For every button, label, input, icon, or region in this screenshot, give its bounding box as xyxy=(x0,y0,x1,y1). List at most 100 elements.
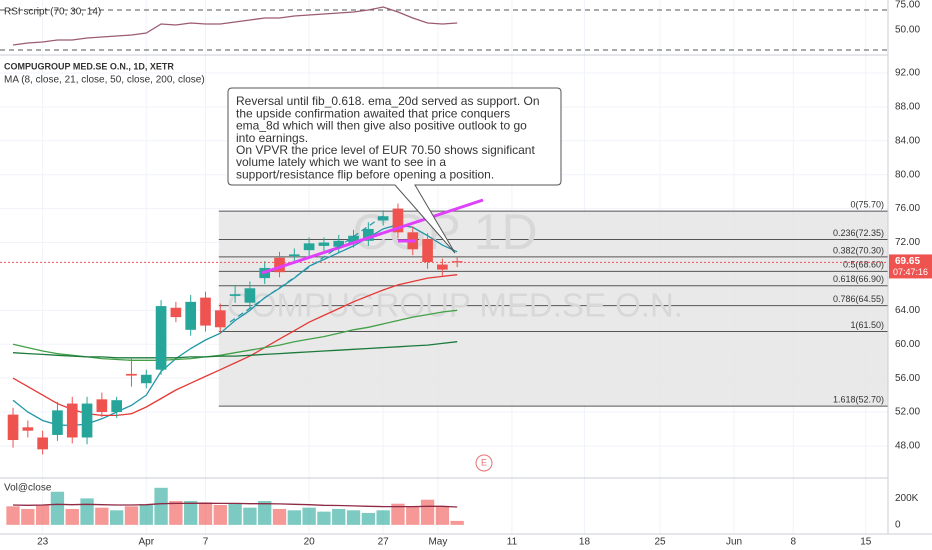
ma-line xyxy=(12,341,458,359)
candle-body xyxy=(140,374,152,384)
plot xyxy=(0,6,888,525)
volume-bar xyxy=(376,510,390,525)
y-tick-label: 72.00 xyxy=(895,237,920,248)
y-tick-label: 92.00 xyxy=(895,68,920,79)
volume-bar xyxy=(139,505,153,525)
fib-label: 0.618(66.90) xyxy=(833,274,884,284)
volume-bar xyxy=(228,503,242,525)
fib-label: 0(75.70) xyxy=(850,200,884,210)
candle-body xyxy=(303,243,315,251)
y-tick-label: 88.00 xyxy=(895,102,920,113)
x-tick-label: 8 xyxy=(790,537,796,548)
candle-body xyxy=(170,307,182,318)
volume-bar xyxy=(198,502,213,525)
fib-label: 1(61.50) xyxy=(850,320,884,330)
fib-label: 0.382(70.30) xyxy=(833,245,884,255)
volume-label: Vol@close xyxy=(4,483,52,494)
volume-bar xyxy=(154,487,168,525)
x-tick-label: 15 xyxy=(860,537,872,548)
x-tick-label: 23 xyxy=(37,537,49,548)
earnings-marker[interactable] xyxy=(475,454,493,472)
candle-body xyxy=(244,288,256,303)
volume-bar xyxy=(346,510,361,525)
candle-body xyxy=(155,306,167,370)
candle-body xyxy=(52,410,63,435)
x-tick-label: Jun xyxy=(726,537,742,548)
candle-body xyxy=(392,208,404,233)
candle-body xyxy=(422,239,433,263)
candle-body xyxy=(22,427,34,431)
channel-line xyxy=(229,213,387,323)
volume-bar xyxy=(213,505,227,525)
x-tick-label: 11 xyxy=(507,537,518,548)
x-tick-label: Apr xyxy=(138,537,154,548)
fib-label: 0.786(64.55) xyxy=(833,294,884,304)
last-price-box xyxy=(889,254,932,279)
volume-bar xyxy=(420,499,435,525)
watermark-sub: COMPUGROUP MED.SE O.N. xyxy=(227,287,683,324)
volume-bar xyxy=(258,501,272,525)
volume-bar xyxy=(124,506,139,525)
volume-bar xyxy=(21,508,35,525)
y-tick-label: 80.00 xyxy=(895,169,920,180)
y-tick-label: 60.00 xyxy=(895,339,920,350)
fib-label: 1.618(52.70) xyxy=(833,394,884,404)
volume-bar xyxy=(35,505,50,525)
volume-bar xyxy=(332,508,346,525)
volume-bar xyxy=(243,507,257,525)
volume-ma xyxy=(12,502,458,508)
symbol-title: COMPUGROUP MED.SE O.N., 1D, XETR xyxy=(4,61,174,71)
volume-bar xyxy=(95,507,109,525)
volume-bar xyxy=(302,507,316,525)
candle-body xyxy=(66,403,78,438)
volume-bar xyxy=(287,510,301,525)
candle-body xyxy=(318,242,330,246)
volume-bar xyxy=(435,506,450,525)
candle-body xyxy=(451,261,463,263)
volume-bar xyxy=(169,501,183,525)
volume-bar xyxy=(6,506,20,525)
rsi-label: RSI script (70, 30, 14) xyxy=(4,7,101,18)
volume-bar xyxy=(272,508,287,525)
candle-body xyxy=(81,403,93,438)
y-tick-label: 76.00 xyxy=(895,203,920,214)
rsi-line xyxy=(12,6,458,46)
callout xyxy=(227,87,562,254)
volume-bar xyxy=(361,512,376,525)
x-tick-label: 27 xyxy=(378,537,390,548)
rsi-tick-label: 50.00 xyxy=(895,25,920,36)
candle-body xyxy=(288,254,300,257)
y-tick-label: 64.00 xyxy=(895,305,920,316)
candle-body xyxy=(96,399,108,413)
volume-bar xyxy=(80,498,94,525)
y-tick-label: 84.00 xyxy=(895,135,920,146)
candle-body xyxy=(7,414,19,441)
volume-tick-label: 200K xyxy=(895,493,919,504)
ma-label: MA (8, close, 21, close, 50, close, 200,… xyxy=(4,75,205,86)
candle-body xyxy=(437,264,448,270)
y-tick-label: 48.00 xyxy=(895,441,920,452)
annotation: Reversal until fib_0.618. ema_20d served… xyxy=(236,94,540,181)
y-tick-label: 52.00 xyxy=(895,407,920,418)
candle-body xyxy=(111,400,122,413)
annotation-line: ema_8d which will then give also positiv… xyxy=(236,119,527,133)
annotation-line: the upside confirmation awaited that pri… xyxy=(236,106,510,120)
annotation-line: volume lately which we want to see in a xyxy=(236,155,446,169)
candle-body xyxy=(377,216,389,221)
volume-bar xyxy=(110,510,124,525)
x-tick-label: May xyxy=(428,537,447,548)
x-tick-label: 20 xyxy=(304,537,316,548)
fib-zone xyxy=(218,211,888,407)
rsi-tick-label: 75.00 xyxy=(895,0,920,11)
volume-bar xyxy=(184,501,198,525)
last-price-label: 69.65 xyxy=(895,256,920,267)
fib-retracement: 0(75.70) 0.236(72.35) 0.382(70.30) 0.5(68.6… xyxy=(218,200,888,407)
x-tick-label: 7 xyxy=(203,537,209,548)
annotation-line: support/resistance flip before opening a… xyxy=(236,167,494,181)
countdown: 07:47:16 xyxy=(893,267,928,277)
candle-body xyxy=(126,373,137,376)
annotation-line: On VPVR the price level of EUR 70.50 sho… xyxy=(236,143,535,157)
candle-body xyxy=(229,294,241,296)
volume-bar xyxy=(317,511,331,525)
